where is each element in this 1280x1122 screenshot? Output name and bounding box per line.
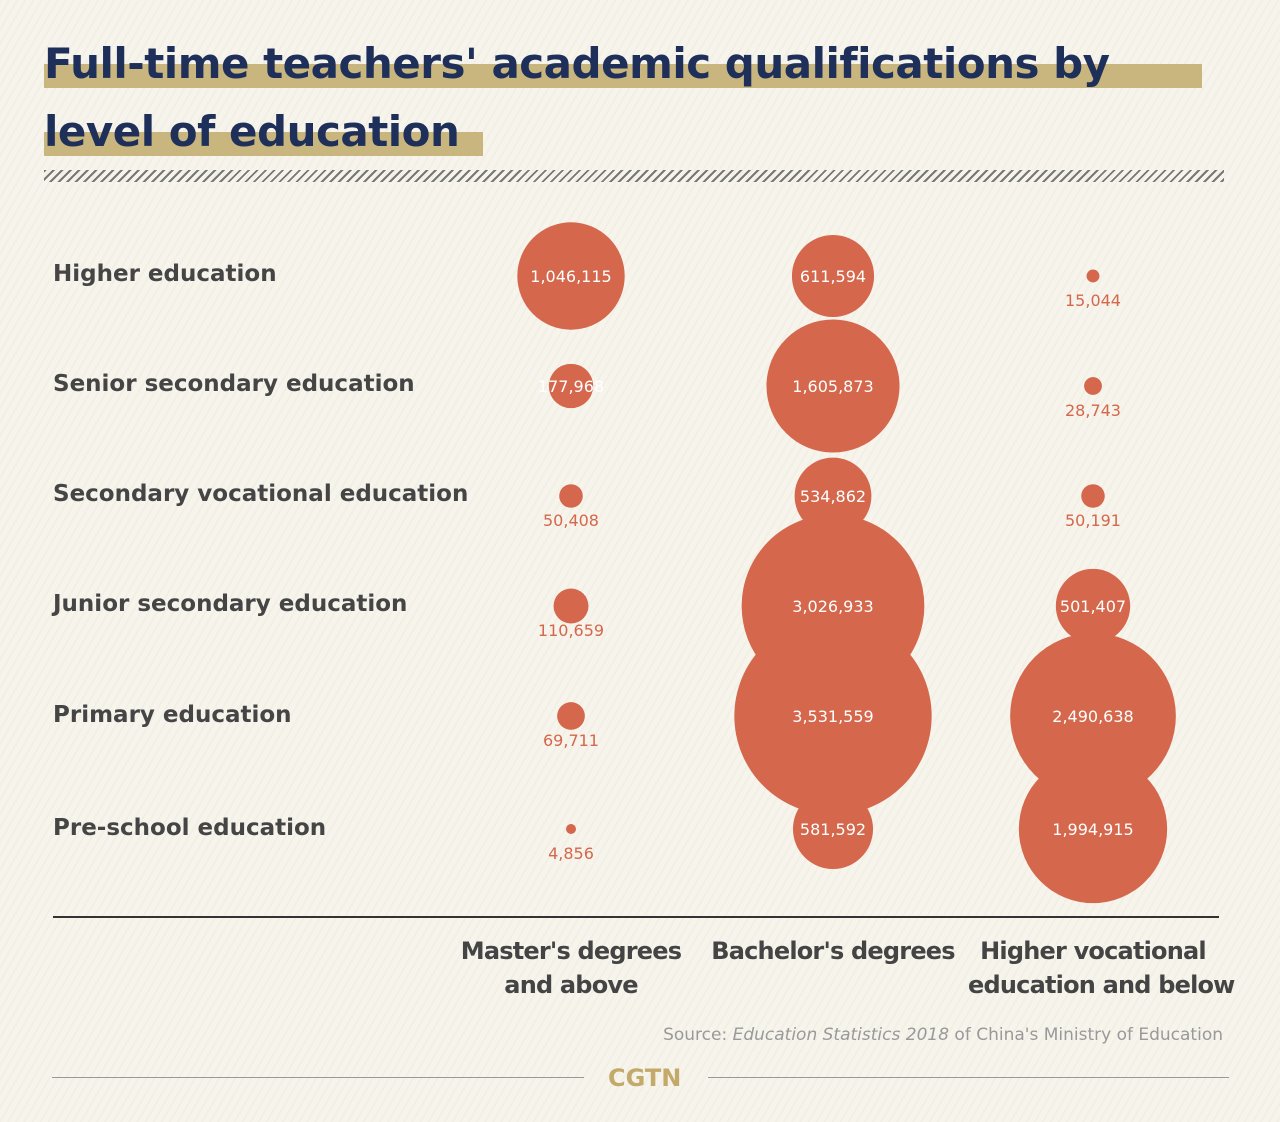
bubble xyxy=(1084,377,1102,395)
bubble-value-label: 69,711 xyxy=(543,731,599,750)
page-title-line2: level of education xyxy=(44,107,460,156)
source-prefix: Source: xyxy=(663,1025,733,1045)
source-note: Source: Education Statistics 2018 of Chi… xyxy=(663,1024,1223,1046)
source-suffix: of China's Ministry of Education xyxy=(949,1025,1223,1045)
bubble-value-label: 1,994,915 xyxy=(1052,820,1133,839)
bubble xyxy=(766,319,900,453)
bubble xyxy=(557,702,585,730)
page-title: Full-time teachers' academic qualificati… xyxy=(44,39,1110,88)
bubble xyxy=(566,824,576,834)
bubble xyxy=(1055,568,1131,644)
bubble xyxy=(1086,269,1100,283)
bubble-value-label: 28,743 xyxy=(1065,401,1121,420)
bubble xyxy=(1081,484,1105,508)
cgtn-logo: CGTN xyxy=(608,1064,682,1092)
title-highlight xyxy=(44,132,483,156)
bubble-value-label: 2,490,638 xyxy=(1052,707,1133,726)
footer-line-left xyxy=(52,1077,584,1078)
bubble-value-label: 50,408 xyxy=(543,511,599,530)
column-header-line: Higher vocational xyxy=(980,937,1207,965)
bubble xyxy=(553,588,589,624)
column-header-line: education and below xyxy=(968,971,1235,999)
column-header-vocational: Higher vocational education and below xyxy=(968,934,1235,1002)
bubble-value-label: 15,044 xyxy=(1065,291,1121,310)
row-label: Secondary vocational education xyxy=(53,481,469,507)
row-label: Pre-school education xyxy=(53,815,327,841)
bubble-value-label: 3,026,933 xyxy=(792,597,873,616)
column-header-masters: Master's degrees and above xyxy=(446,934,696,1002)
bubble xyxy=(559,484,583,508)
row-label: Junior secondary education xyxy=(53,591,408,617)
bubble-value-label: 110,659 xyxy=(538,621,604,640)
source-title: Education Statistics 2018 xyxy=(732,1025,950,1045)
bubble-value-label: 611,594 xyxy=(800,267,866,286)
bubble xyxy=(734,617,932,815)
hatch-divider xyxy=(44,170,1224,182)
column-header-bachelors: Bachelor's degrees xyxy=(708,934,958,968)
bubble-value-label: 3,531,559 xyxy=(792,707,873,726)
bubble xyxy=(792,788,874,870)
x-axis-line xyxy=(53,916,1219,918)
bubble-value-label: 177,968 xyxy=(538,377,604,396)
bubble xyxy=(548,363,594,409)
bubble-value-label: 4,856 xyxy=(548,844,594,863)
bubble-value-label: 1,605,873 xyxy=(792,377,873,396)
bubble-value-label: 50,191 xyxy=(1065,511,1121,530)
bubble xyxy=(517,222,625,330)
row-label: Senior secondary education xyxy=(53,371,415,397)
bubble-value-label: 501,407 xyxy=(1060,597,1126,616)
bubble xyxy=(1018,754,1168,904)
title-highlight xyxy=(44,64,1202,88)
bubble-value-label: 581,592 xyxy=(800,820,866,839)
footer-line-right xyxy=(708,1077,1229,1078)
bubble-value-label: 534,862 xyxy=(800,487,866,506)
row-label: Primary education xyxy=(53,702,292,728)
bubble xyxy=(791,234,875,318)
bubble xyxy=(1010,633,1176,799)
bubble xyxy=(794,457,872,535)
column-header-line: and above xyxy=(504,971,638,999)
row-label: Higher education xyxy=(53,261,277,287)
column-header-line: Master's degrees xyxy=(460,937,682,965)
bubble-value-label: 1,046,115 xyxy=(530,267,611,286)
column-header-line: Bachelor's degrees xyxy=(711,937,955,965)
